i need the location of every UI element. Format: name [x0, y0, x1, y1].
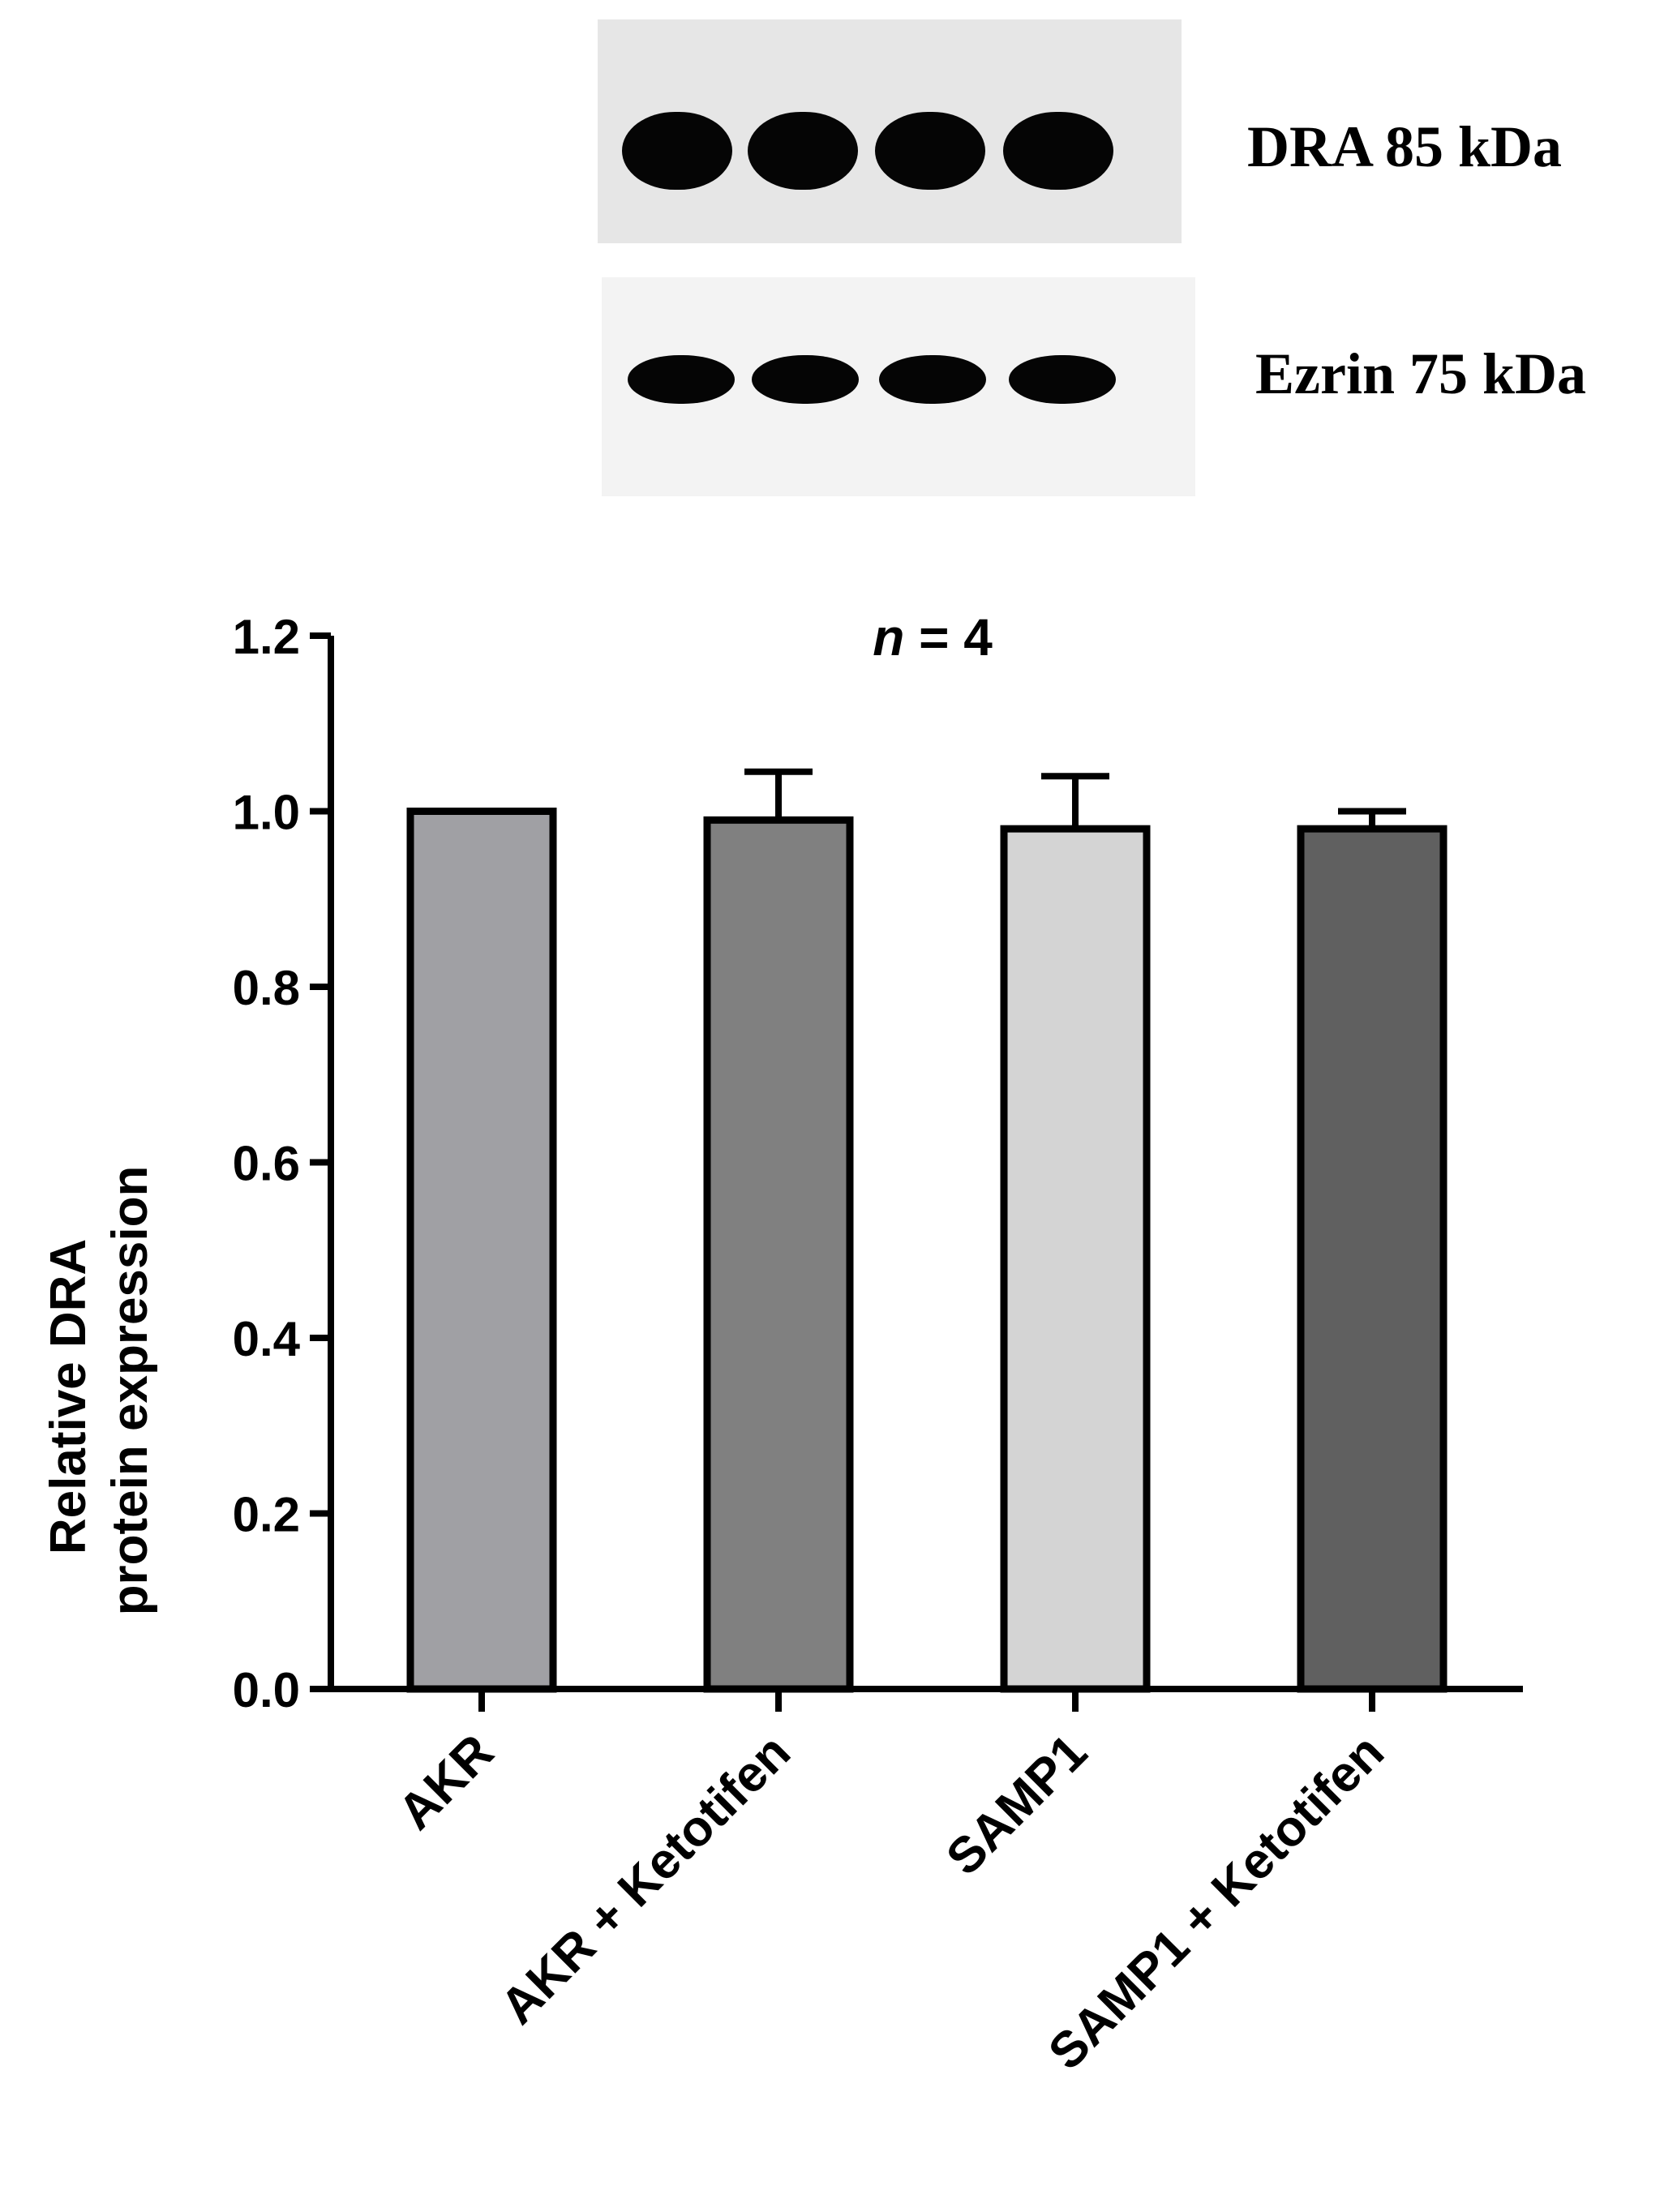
- dra-band-lane-2: [748, 112, 858, 190]
- x-tick-label: AKR: [388, 1724, 504, 1841]
- y-tick-label: 0.6: [233, 1137, 300, 1191]
- bar: [1297, 825, 1448, 1693]
- y-tick-label: 0.8: [233, 961, 300, 1015]
- y-axis-label-line2: protein expression: [102, 1166, 158, 1616]
- y-axis-label: Relative DRA protein expression: [41, 1166, 158, 1616]
- x-tick-label: AKR + Ketotifen: [490, 1724, 801, 2035]
- ezrin-band-lane-4: [1009, 355, 1116, 404]
- ezrin-band-lane-2: [752, 355, 859, 404]
- dra-band-label: DRA 85 kDa: [1247, 114, 1563, 179]
- ezrin-band-lane-3: [879, 355, 986, 404]
- ezrin-band-lane-1: [628, 355, 735, 404]
- y-tick-label: 1.2: [233, 610, 300, 664]
- x-tick-label: SAMP1 + Ketotifen: [1038, 1724, 1395, 2081]
- title-count: = 4: [904, 608, 993, 667]
- y-tick-label: 0.2: [233, 1488, 300, 1542]
- chart-bars: [406, 768, 1448, 1693]
- dra-band-lane-1: [622, 112, 732, 190]
- dra-band-lane-3: [875, 112, 985, 190]
- x-tick-label: SAMP1: [936, 1724, 1098, 1886]
- y-axis-label-line1: Relative DRA: [41, 1240, 97, 1555]
- bar: [703, 816, 854, 1693]
- bar: [1000, 825, 1151, 1693]
- y-tick-label: 0.4: [233, 1312, 301, 1366]
- ezrin-band-label: Ezrin 75 kDa: [1255, 341, 1587, 406]
- dra-band-lane-4: [1003, 112, 1113, 190]
- y-tick-label: 0.0: [233, 1663, 300, 1717]
- y-tick-label: 1.0: [233, 786, 300, 840]
- title-n: n: [873, 608, 904, 667]
- chart-title: n = 4: [873, 608, 993, 667]
- bar: [406, 808, 557, 1693]
